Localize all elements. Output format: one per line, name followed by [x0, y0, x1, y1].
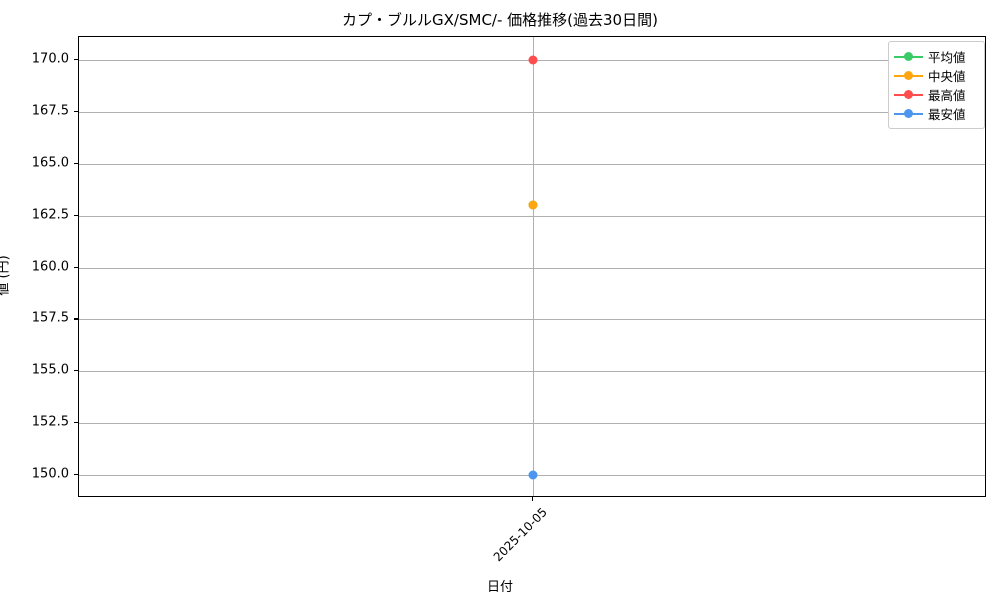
x-axis-title: 日付 [486, 580, 513, 595]
legend-item-label: 最高値 [928, 88, 966, 103]
data-point-marker [528, 55, 538, 65]
y-tick-mark [74, 370, 78, 372]
y-tick-label: 167.5 [31, 103, 69, 119]
y-tick-mark [74, 58, 78, 60]
legend-marker-icon [894, 108, 923, 119]
gridline-horizontal [79, 267, 985, 269]
x-tick-mark [532, 497, 534, 501]
legend-marker-icon [894, 70, 923, 81]
gridline-vertical [533, 37, 534, 496]
data-point-marker [528, 200, 538, 210]
y-tick-label: 152.5 [31, 414, 69, 430]
legend-item[interactable]: 平均値 [894, 47, 978, 66]
y-tick-label: 155.0 [31, 362, 69, 378]
chart-legend: 平均値中央値最高値最安値 [888, 41, 985, 129]
y-tick-label: 170.0 [31, 51, 69, 67]
y-tick-mark [74, 422, 78, 424]
plot-area [78, 36, 986, 497]
gridline-horizontal [79, 163, 985, 165]
gridline-horizontal [79, 215, 985, 217]
legend-item-label: 平均値 [928, 50, 966, 65]
y-tick-mark [74, 474, 78, 476]
legend-item[interactable]: 最高値 [894, 85, 978, 104]
gridline-horizontal [79, 423, 985, 425]
legend-item[interactable]: 中央値 [894, 66, 978, 85]
legend-item-label: 中央値 [928, 69, 966, 84]
y-tick-mark [74, 162, 78, 164]
legend-item[interactable]: 最安値 [894, 104, 978, 123]
gridline-horizontal [79, 319, 985, 321]
legend-marker-icon [894, 89, 923, 100]
y-tick-mark [74, 318, 78, 320]
y-tick-mark [74, 266, 78, 268]
y-tick-label: 162.5 [31, 207, 69, 223]
legend-marker-icon [894, 51, 923, 62]
gridline-horizontal [79, 111, 985, 113]
legend-item-label: 最安値 [928, 107, 966, 122]
data-point-marker [528, 470, 538, 480]
y-tick-mark [74, 214, 78, 216]
y-tick-label: 157.5 [31, 310, 69, 326]
y-tick-label: 160.0 [31, 259, 69, 274]
y-axis-title: 値 (円) [0, 255, 12, 295]
chart-title: カプ・ブルルGX/SMC/- 価格推移(過去30日間) [342, 11, 658, 29]
gridline-horizontal [79, 371, 985, 373]
y-tick-mark [74, 110, 78, 112]
y-tick-label: 150.0 [31, 466, 69, 482]
y-tick-label: 165.0 [31, 155, 69, 171]
